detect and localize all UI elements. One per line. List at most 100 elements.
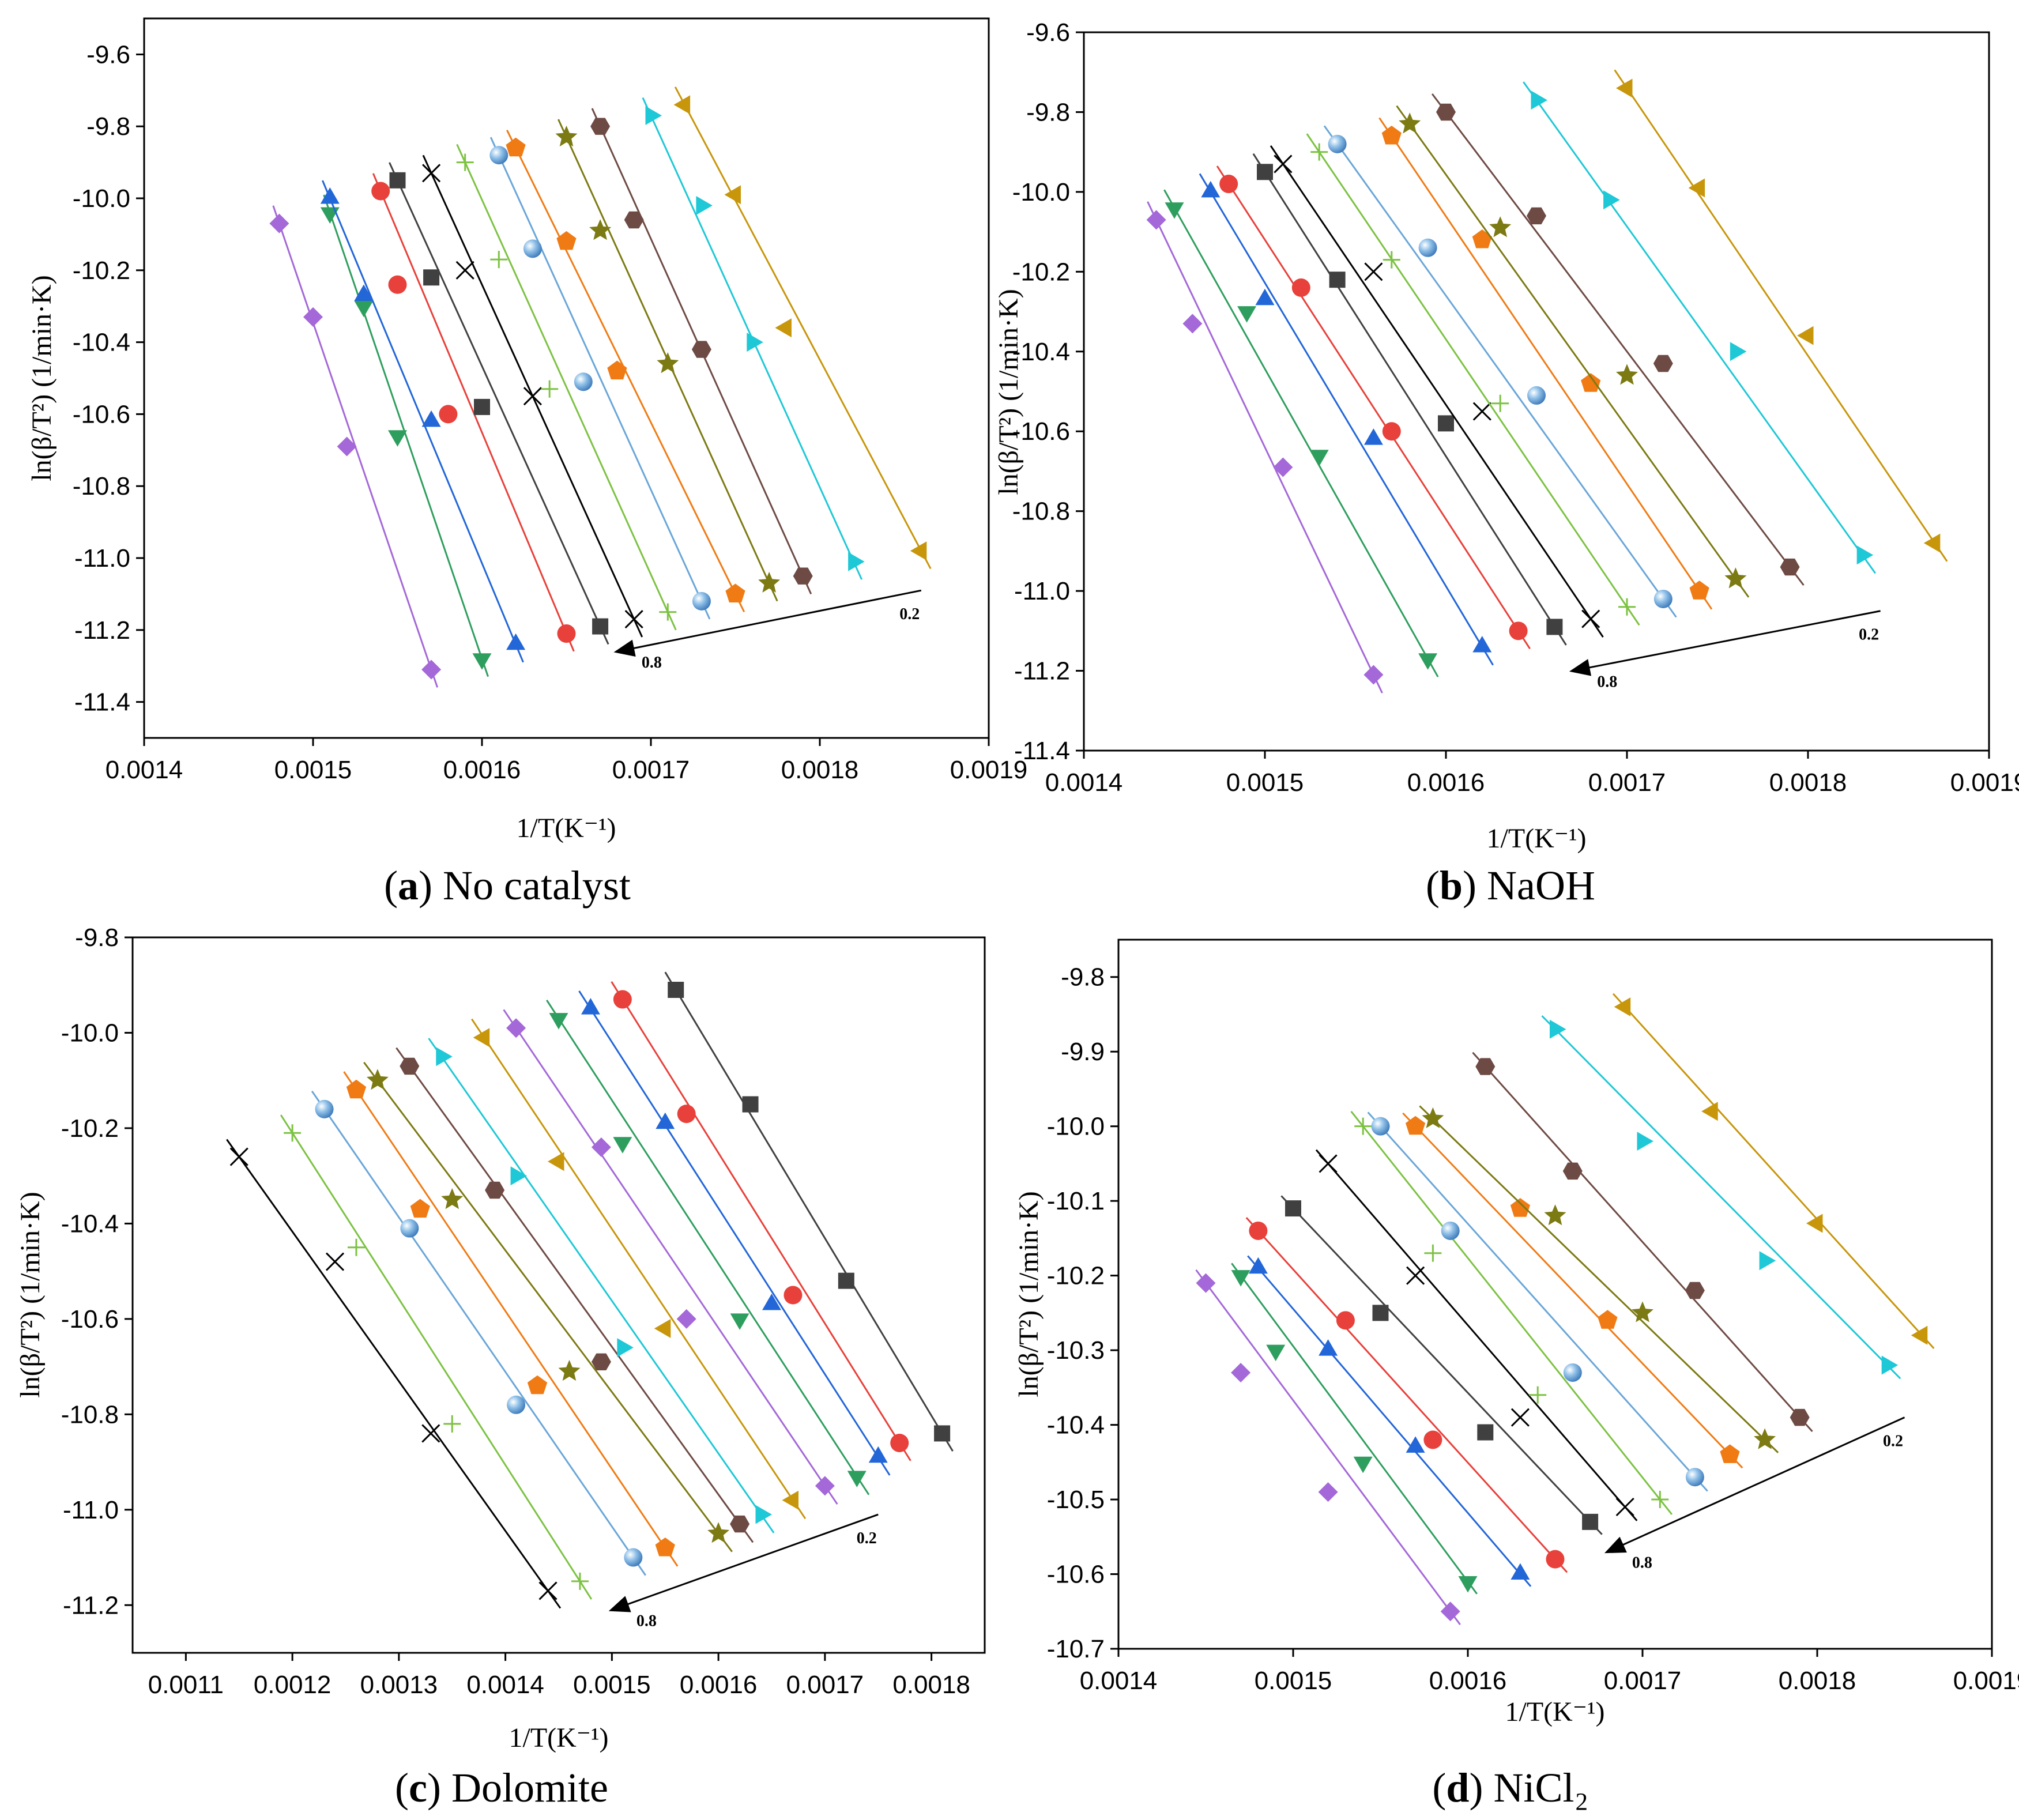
series-7 xyxy=(489,137,711,620)
data-point xyxy=(868,1446,888,1463)
data-point xyxy=(1562,1162,1583,1180)
y-axis-label: ln(β/T²) (1/min·K) xyxy=(993,289,1024,495)
series-1 xyxy=(1231,1263,1478,1595)
data-point xyxy=(1285,1200,1301,1217)
fit-line xyxy=(1231,1263,1478,1595)
fit-line xyxy=(311,1090,646,1576)
y-tick-label: -11.0 xyxy=(63,1496,119,1524)
data-point xyxy=(1309,450,1329,466)
data-point xyxy=(347,1238,365,1256)
x-tick-label: 0.0017 xyxy=(1604,1667,1682,1695)
data-point xyxy=(1806,1214,1823,1233)
panel-caption: (a) No catalyst xyxy=(384,862,631,909)
y-tick-label: -9.9 xyxy=(1061,1038,1105,1066)
fit-line xyxy=(1163,189,1439,677)
fit-line xyxy=(1523,81,1877,574)
data-point xyxy=(782,1490,798,1510)
data-point xyxy=(557,624,576,643)
data-point xyxy=(1632,1301,1653,1322)
data-point xyxy=(730,1515,750,1533)
data-point xyxy=(656,1112,675,1129)
data-point xyxy=(1615,1497,1634,1517)
caption-letter: a xyxy=(398,862,419,909)
data-point xyxy=(1249,1221,1268,1240)
x-tick-label: 0.0018 xyxy=(1779,1667,1856,1695)
plot-frame xyxy=(1117,939,1993,1650)
data-point xyxy=(436,1047,453,1067)
data-point xyxy=(1616,78,1633,98)
fit-line xyxy=(372,173,575,652)
series-10 xyxy=(578,990,891,1476)
conversion-arrow: 0.2 0.8 xyxy=(1604,1416,1905,1572)
panel-a-no-catalyst: 0.0014 0.0015 0.0016 0.0017 0.0018 0.0019 -9.6… xyxy=(27,17,1027,909)
y-tick-label: -10.5 xyxy=(1047,1486,1105,1514)
data-point xyxy=(400,1219,419,1238)
data-point xyxy=(838,1272,854,1289)
data-point xyxy=(541,380,559,398)
data-point xyxy=(389,172,406,189)
x-tick-label: 0.0012 xyxy=(254,1671,332,1699)
data-point xyxy=(1550,1019,1566,1039)
data-point xyxy=(523,239,542,258)
x-tick-label: 0.0011 xyxy=(148,1671,224,1699)
fit-line xyxy=(503,1009,838,1505)
data-point xyxy=(441,1188,464,1209)
series-2 xyxy=(320,180,526,663)
data-point xyxy=(1510,1198,1530,1217)
data-point xyxy=(1399,112,1421,134)
data-point xyxy=(1231,1362,1251,1382)
arrow-end-label: 0.8 xyxy=(1597,673,1617,691)
data-point xyxy=(730,1313,749,1330)
x-tick-label: 0.0019 xyxy=(1950,768,2019,797)
data-point xyxy=(1563,1363,1582,1382)
y-tick-label: -10.4 xyxy=(61,1209,119,1238)
fit-line xyxy=(611,981,911,1461)
x-tick-label: 0.0017 xyxy=(612,756,690,784)
y-tick-label: -9.6 xyxy=(86,40,130,69)
data-point xyxy=(758,571,781,593)
data-point xyxy=(1257,164,1273,180)
data-point xyxy=(1511,1408,1530,1427)
series-10 xyxy=(1431,93,1805,586)
data-point xyxy=(793,567,813,585)
data-point xyxy=(696,196,713,215)
data-point xyxy=(421,660,442,680)
data-point xyxy=(423,269,440,286)
data-point xyxy=(421,1424,440,1443)
x-tick-label: 0.0015 xyxy=(1255,1667,1332,1695)
y-tick-label: -10.8 xyxy=(1012,498,1070,526)
series-1 xyxy=(1163,189,1439,677)
fit-line xyxy=(456,144,677,631)
data-point xyxy=(1689,581,1709,600)
x-tick-label: 0.0015 xyxy=(1226,768,1304,797)
x-tick-label: 0.0018 xyxy=(781,756,859,784)
x-tick-label: 0.0014 xyxy=(466,1671,544,1699)
series-4 xyxy=(1280,1195,1603,1535)
arrow-end-label: 0.8 xyxy=(636,1612,657,1630)
data-point xyxy=(645,106,662,125)
data-point xyxy=(624,1548,643,1567)
data-point xyxy=(490,251,508,269)
y-tick-label: -11.4 xyxy=(1014,737,1070,765)
data-point xyxy=(422,164,441,183)
y-tick-label: -10.2 xyxy=(1047,1262,1105,1290)
fit-line xyxy=(1367,1111,1708,1492)
data-point xyxy=(455,261,474,280)
series-11 xyxy=(1541,1015,1901,1380)
fit-line xyxy=(546,1000,870,1495)
panel-caption: (c) Dolomite xyxy=(395,1765,608,1811)
data-point xyxy=(303,307,323,327)
data-point xyxy=(388,275,407,294)
data-point xyxy=(1509,621,1528,640)
fit-line xyxy=(1247,1255,1532,1587)
fit-line xyxy=(1612,993,1935,1350)
arrow-line xyxy=(1569,610,1881,676)
arrow-start-label: 0.2 xyxy=(899,605,920,623)
arrow-end-label: 0.8 xyxy=(1632,1554,1652,1572)
panel-caption: (b) NaOH xyxy=(1426,862,1595,909)
data-point xyxy=(1730,342,1747,361)
data-point xyxy=(1491,394,1509,412)
series-9 xyxy=(546,1000,870,1495)
data-point xyxy=(1720,1444,1740,1463)
x-axis-label: 1/T(K⁻¹) xyxy=(1505,1697,1604,1727)
